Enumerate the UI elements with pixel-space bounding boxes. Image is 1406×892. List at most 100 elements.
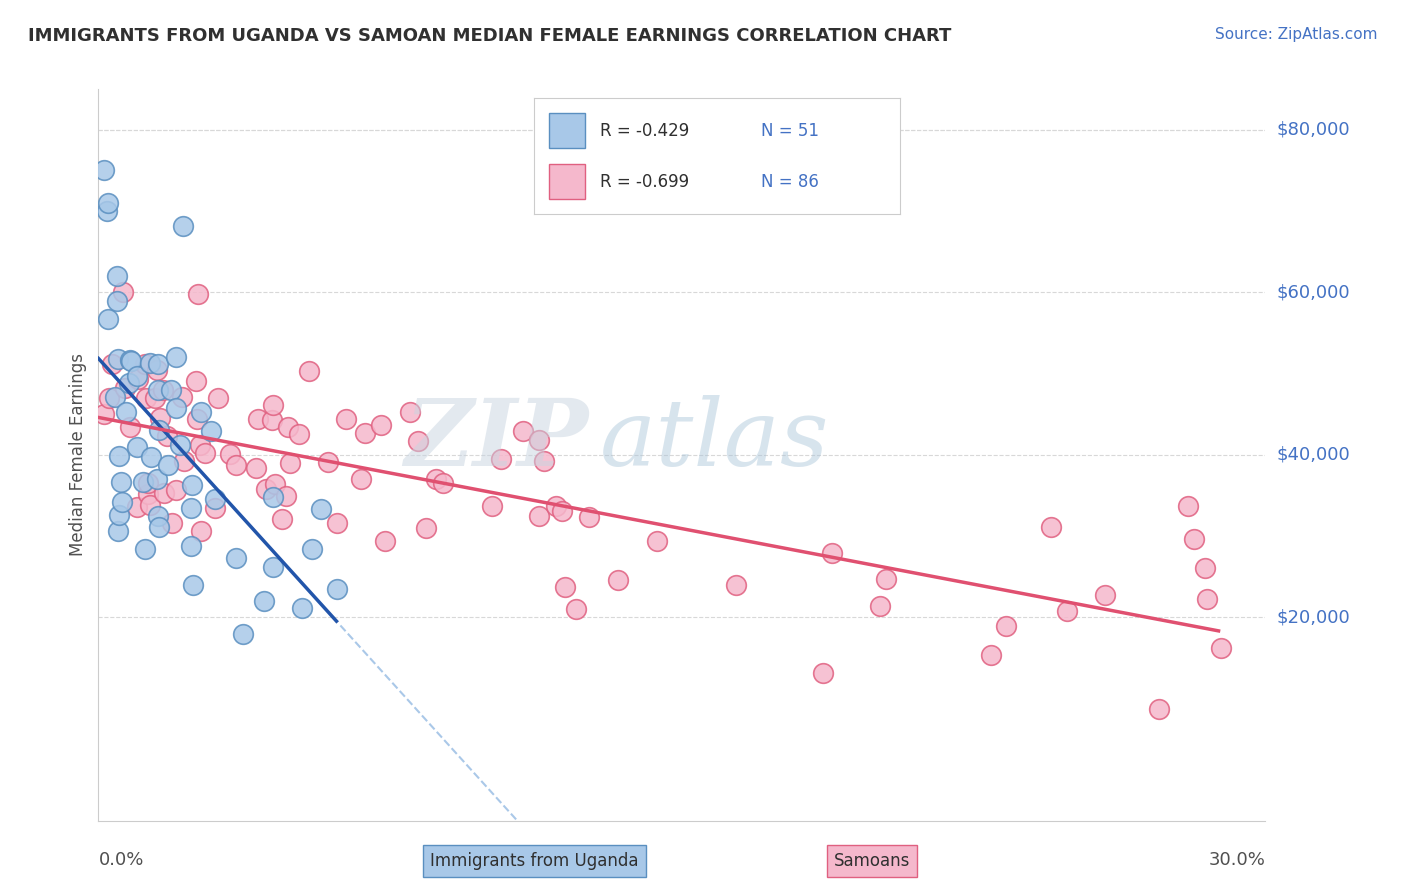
Point — [138, 475, 160, 490]
Point — [118, 376, 141, 390]
Point — [512, 424, 534, 438]
Point — [105, 269, 128, 284]
Point — [153, 485, 176, 500]
Point — [811, 666, 834, 681]
Point — [141, 450, 163, 465]
Point — [225, 550, 247, 565]
Point — [136, 487, 159, 501]
Point — [980, 648, 1002, 662]
Point — [288, 426, 311, 441]
Point — [131, 475, 153, 490]
Point — [1094, 588, 1116, 602]
Point — [350, 472, 373, 486]
Text: $40,000: $40,000 — [1277, 446, 1350, 464]
Point — [184, 374, 207, 388]
Point — [425, 472, 447, 486]
Point — [152, 383, 174, 397]
Point — [262, 490, 284, 504]
Point — [145, 362, 167, 376]
Point — [112, 285, 135, 300]
Point — [264, 477, 287, 491]
Text: N = 51: N = 51 — [761, 121, 818, 139]
Point — [181, 478, 204, 492]
Point — [156, 428, 179, 442]
Point — [107, 351, 129, 366]
Point — [114, 380, 136, 394]
Point — [481, 499, 503, 513]
FancyBboxPatch shape — [548, 113, 585, 148]
Point — [1194, 561, 1216, 575]
Point — [326, 516, 349, 530]
Point — [869, 599, 891, 613]
Point — [225, 458, 247, 472]
Point — [326, 582, 349, 596]
Point — [97, 196, 120, 211]
Point — [1182, 532, 1205, 546]
Text: Immigrants from Uganda: Immigrants from Uganda — [430, 852, 638, 870]
Point — [187, 287, 209, 301]
Point — [204, 491, 226, 506]
Point — [97, 312, 120, 326]
Point — [101, 357, 124, 371]
Point — [550, 503, 572, 517]
Text: IMMIGRANTS FROM UGANDA VS SAMOAN MEDIAN FEMALE EARNINGS CORRELATION CHART: IMMIGRANTS FROM UGANDA VS SAMOAN MEDIAN … — [28, 27, 952, 45]
Point — [170, 390, 193, 404]
Point — [529, 434, 551, 448]
Point — [186, 412, 208, 426]
Point — [127, 440, 149, 454]
Point — [93, 407, 115, 421]
Point — [1177, 500, 1199, 514]
Text: atlas: atlas — [600, 395, 830, 485]
Text: Samoans: Samoans — [834, 852, 910, 870]
Y-axis label: Median Female Earnings: Median Female Earnings — [69, 353, 87, 557]
Point — [311, 502, 333, 516]
Text: $20,000: $20,000 — [1277, 608, 1350, 626]
Text: R = -0.429: R = -0.429 — [600, 121, 689, 139]
Point — [1147, 702, 1170, 716]
Point — [190, 405, 212, 419]
Point — [125, 369, 148, 384]
Point — [104, 390, 127, 404]
Point — [134, 542, 156, 557]
Point — [278, 456, 301, 470]
Point — [181, 577, 204, 591]
Point — [821, 546, 844, 560]
Point — [165, 483, 187, 497]
Point — [180, 501, 202, 516]
Text: $80,000: $80,000 — [1277, 120, 1350, 139]
Text: 0.0%: 0.0% — [98, 851, 143, 869]
Point — [533, 454, 555, 468]
Point — [107, 524, 129, 538]
Point — [108, 508, 131, 522]
Point — [262, 398, 284, 412]
Text: $60,000: $60,000 — [1277, 284, 1350, 301]
Text: ZIP: ZIP — [405, 395, 589, 485]
Text: 30.0%: 30.0% — [1209, 851, 1265, 869]
Point — [127, 500, 149, 515]
Point — [146, 357, 169, 371]
Point — [204, 501, 226, 516]
Point — [554, 580, 576, 594]
Point — [875, 572, 897, 586]
Point — [159, 383, 181, 397]
Point — [565, 601, 588, 615]
Point — [1040, 520, 1063, 534]
Point — [146, 472, 169, 486]
Point — [190, 524, 212, 538]
Point — [118, 353, 141, 368]
Point — [148, 509, 170, 524]
Point — [114, 405, 136, 419]
Point — [157, 458, 180, 472]
Point — [432, 475, 454, 490]
Point — [274, 489, 297, 503]
Point — [207, 392, 229, 406]
Text: Source: ZipAtlas.com: Source: ZipAtlas.com — [1215, 27, 1378, 42]
Point — [301, 542, 323, 557]
Point — [120, 354, 142, 368]
Point — [111, 494, 134, 508]
Point — [232, 627, 254, 641]
Point — [165, 401, 187, 415]
Point — [127, 371, 149, 385]
Point — [93, 163, 115, 178]
Point — [135, 391, 157, 405]
